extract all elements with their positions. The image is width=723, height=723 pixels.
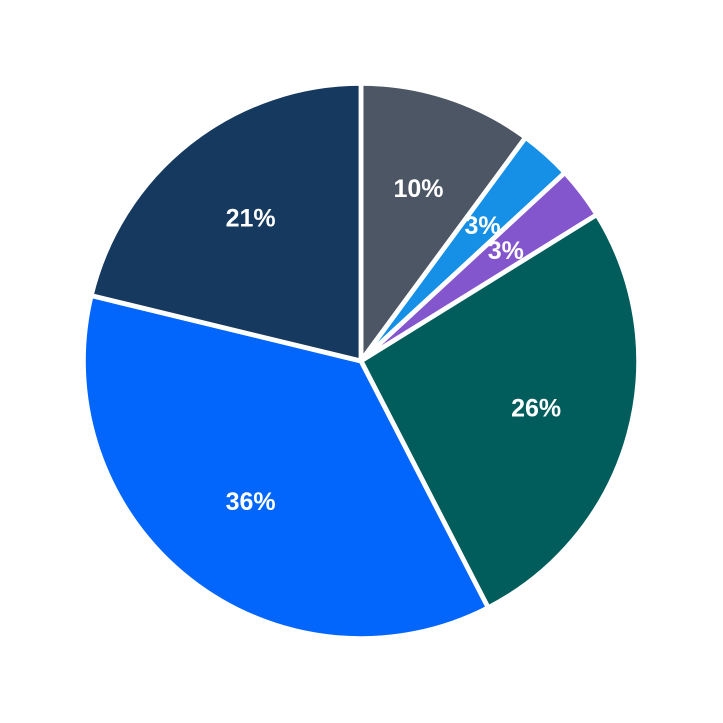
svg-text:26%: 26% bbox=[511, 394, 561, 422]
svg-text:21%: 21% bbox=[226, 205, 276, 233]
svg-text:10%: 10% bbox=[393, 175, 443, 203]
svg-text:3%: 3% bbox=[464, 212, 500, 240]
svg-text:36%: 36% bbox=[226, 488, 276, 516]
svg-text:3%: 3% bbox=[488, 237, 524, 265]
